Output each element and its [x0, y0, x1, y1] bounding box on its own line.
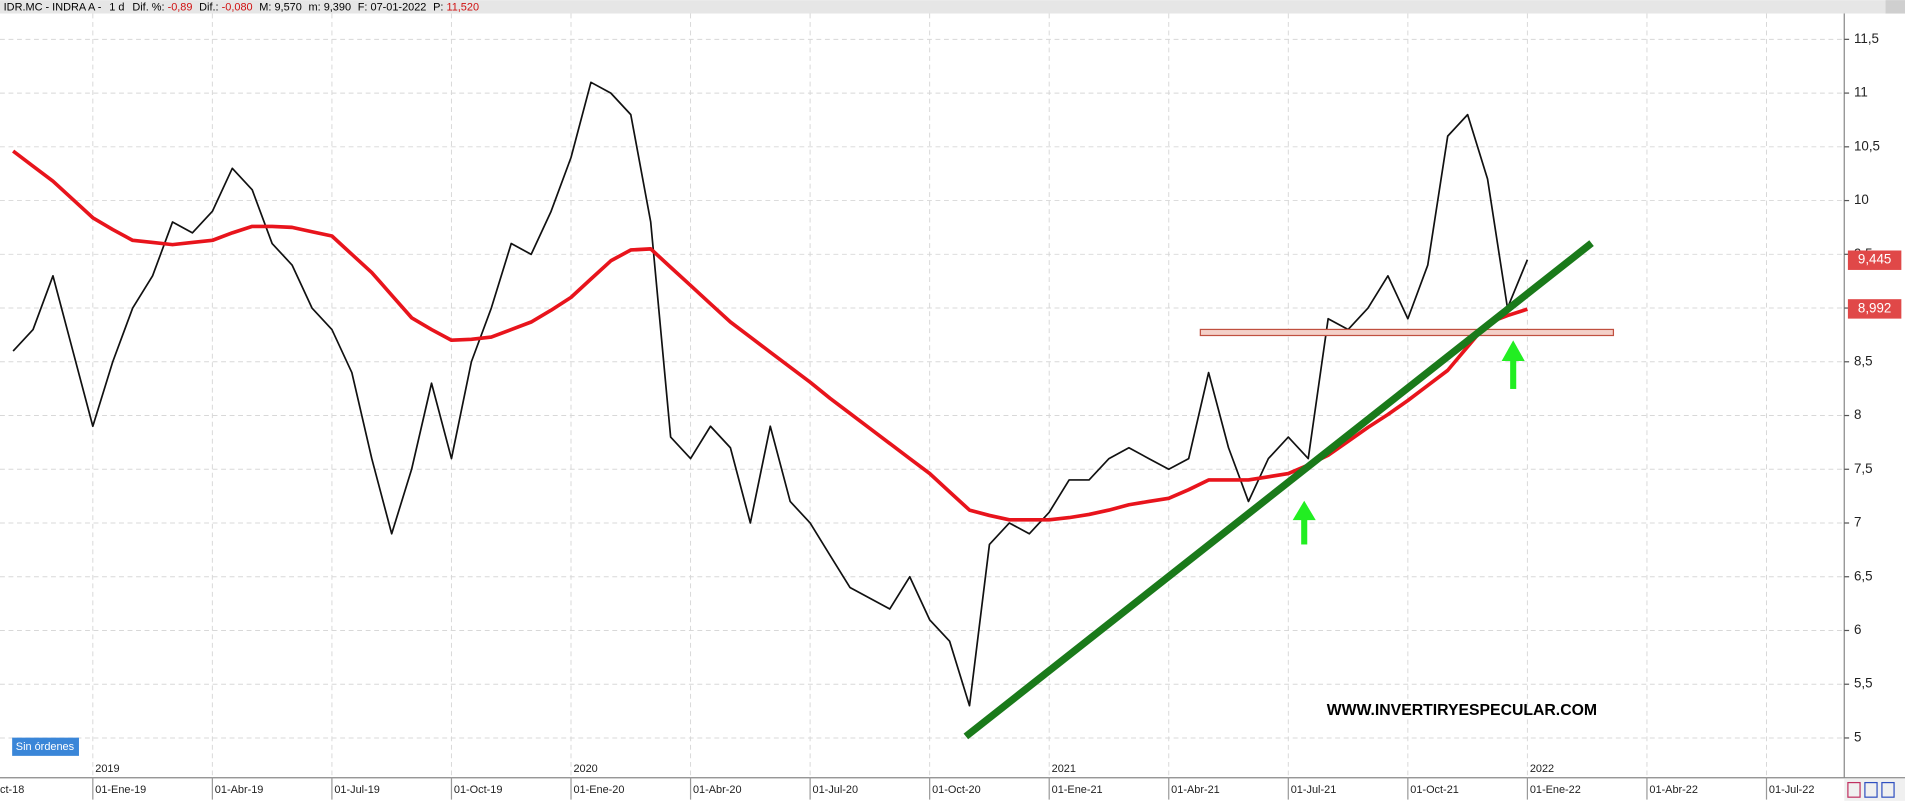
status-label: Sin órdenes [16, 741, 75, 753]
value-marker-label: 8,992 [1858, 300, 1891, 315]
close-button[interactable] [1885, 0, 1905, 14]
y-tick-label: 6 [1854, 622, 1861, 637]
year-label: 2022 [1530, 763, 1554, 775]
x-tick-label: 01-Ene-19 [95, 784, 146, 796]
label: P: [433, 1, 443, 13]
header-bar [0, 0, 1905, 14]
x-tick-label: 01-Abr-20 [693, 784, 742, 796]
y-tick-label: 7 [1854, 515, 1861, 530]
support-band [1199, 328, 1615, 337]
value: 07-01-2022 [371, 1, 427, 13]
value: 9,390 [324, 1, 351, 13]
x-tick-label: 01-Oct-19 [454, 784, 503, 796]
y-tick-label: 5 [1854, 729, 1861, 744]
value: -0,89 [168, 1, 193, 13]
x-tick-label: 01-Jul-21 [1291, 784, 1337, 796]
x-tick-label: 01-Ene-20 [573, 784, 624, 796]
toolbar-icon[interactable] [1881, 781, 1895, 798]
y-tick-label: 11 [1854, 85, 1868, 100]
status-button[interactable] [12, 737, 79, 756]
value-marker [1847, 299, 1902, 319]
arrow [1501, 340, 1525, 389]
year-label: 2021 [1052, 763, 1076, 775]
value: 11,520 [446, 1, 479, 13]
x-tick-label: 01-Jul-19 [334, 784, 380, 796]
label: m: [309, 1, 321, 13]
y-tick-label: 5,5 [1854, 676, 1873, 691]
arrow [1292, 500, 1316, 545]
label: M: [259, 1, 271, 13]
y-tick-label: 11,5 [1854, 31, 1879, 46]
watermark: WWW.INVERTIRYESPECULAR.COM [1327, 702, 1597, 719]
value-marker [1847, 250, 1902, 270]
y-tick-label: 10 [1854, 192, 1869, 207]
y-tick-label: 8,5 [1854, 353, 1873, 368]
x-tick-label: ct-18 [0, 784, 24, 796]
x-tick-label: 01-Oct-21 [1410, 784, 1459, 796]
period: 1 d [109, 1, 124, 13]
x-tick-label: 01-Ene-22 [1530, 784, 1581, 796]
x-tick-label: 01-Jul-22 [1769, 784, 1815, 796]
series-line [12, 81, 1529, 707]
symbol: IDR.MC - INDRA A - [4, 1, 102, 13]
toolbar-icon[interactable] [1864, 781, 1878, 798]
x-tick-label: 01-Abr-21 [1171, 784, 1220, 796]
x-tick-label: 01-Abr-19 [215, 784, 264, 796]
series-line [12, 149, 1528, 522]
year-label: 2020 [573, 763, 597, 775]
label: Dif. %: [132, 1, 164, 13]
y-tick-label: 6,5 [1854, 568, 1873, 583]
label: F: [358, 1, 368, 13]
grid [0, 13, 1845, 778]
header-text: IDR.MC - INDRA A - 1 d Dif. %: -0,89 Dif… [4, 1, 479, 13]
value-marker-label: 9,445 [1858, 252, 1891, 267]
x-tick-label: 01-Abr-22 [1649, 784, 1698, 796]
year-label: 2019 [95, 763, 119, 775]
toolbar-icon[interactable] [1847, 781, 1861, 798]
plot [12, 81, 1529, 707]
y-tick-label: 7,5 [1854, 461, 1873, 476]
label: Dif.: [199, 1, 218, 13]
value: 9,570 [274, 1, 301, 13]
trend-line [963, 240, 1594, 740]
x-tick-label: 01-Oct-20 [932, 784, 981, 796]
x-tick-label: 01-Ene-21 [1052, 784, 1103, 796]
y-tick-label: 10,5 [1854, 138, 1880, 153]
x-tick-label: 01-Jul-20 [813, 784, 859, 796]
value: -0,080 [222, 1, 253, 13]
y-tick-label: 8 [1854, 407, 1861, 422]
